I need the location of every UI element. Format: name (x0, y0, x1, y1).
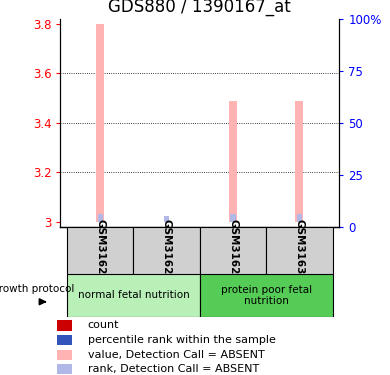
Bar (133, 227, 200, 274)
Bar (67, 227, 133, 274)
Bar (57, 320, 72, 331)
Text: growth protocol: growth protocol (0, 284, 74, 294)
Text: rank, Detection Call = ABSENT: rank, Detection Call = ABSENT (87, 364, 259, 374)
Bar (297, 214, 302, 222)
Title: GDS880 / 1390167_at: GDS880 / 1390167_at (108, 0, 291, 16)
Text: GSM31628: GSM31628 (162, 219, 172, 282)
Text: protein poor fetal
nutrition: protein poor fetal nutrition (221, 285, 312, 306)
Text: count: count (87, 321, 119, 330)
Bar (164, 216, 169, 222)
Text: percentile rank within the sample: percentile rank within the sample (87, 335, 275, 345)
Bar (200, 227, 266, 274)
Bar (200, 274, 333, 317)
Bar (67, 274, 200, 317)
Bar (296, 100, 303, 222)
Text: normal fetal nutrition: normal fetal nutrition (78, 290, 190, 300)
Text: GSM31629: GSM31629 (228, 219, 238, 282)
Text: GSM31627: GSM31627 (95, 219, 105, 282)
Bar (57, 335, 72, 345)
Text: value, Detection Call = ABSENT: value, Detection Call = ABSENT (87, 350, 264, 360)
Bar (57, 364, 72, 374)
Text: GSM31630: GSM31630 (294, 219, 305, 282)
Bar (230, 214, 236, 222)
Bar (96, 24, 104, 222)
Bar (98, 214, 103, 222)
Bar (266, 227, 333, 274)
Bar (57, 350, 72, 360)
Bar (229, 100, 237, 222)
